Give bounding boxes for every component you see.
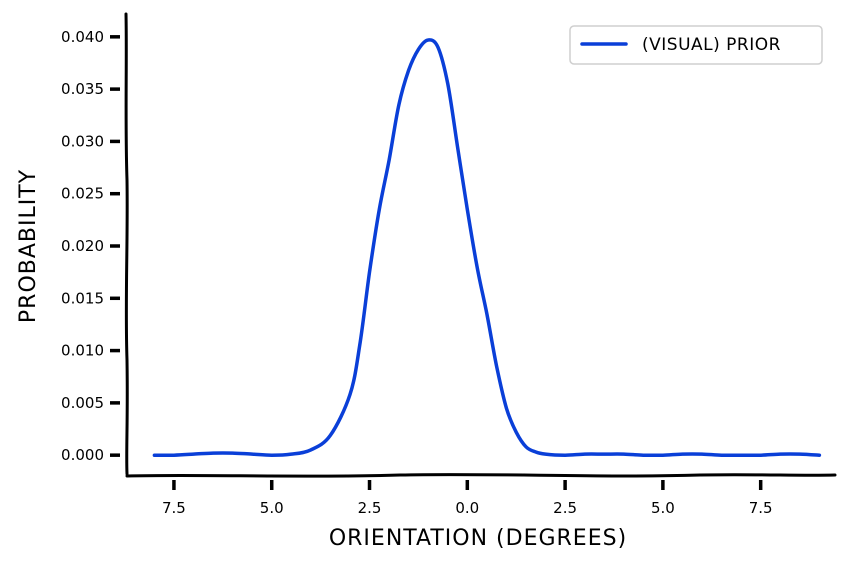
- x-tick-label: 2.5: [553, 499, 577, 517]
- legend: (VISUAL) PRIOR: [569, 25, 823, 65]
- y-tick-label: 0.040: [61, 28, 104, 46]
- x-tick-label: 5.0: [260, 499, 284, 517]
- x-tick-label: 2.5: [358, 499, 382, 517]
- x-axis-line: [125, 473, 837, 478]
- x-axis-title: ORIENTATION (DEGREES): [329, 526, 627, 551]
- y-tick-label: 0.000: [61, 446, 104, 464]
- x-tick-label: 5.0: [651, 499, 675, 517]
- y-axis: 0.000 0.005 0.010 0.015 0.020 0.025 0.030 0.035…: [61, 12, 129, 476]
- series-line: [152, 38, 822, 458]
- x-tick-label: 0.0: [455, 499, 479, 517]
- y-tick-label: 0.015: [61, 289, 104, 307]
- y-axis-line: [124, 12, 129, 476]
- series-layer: [152, 38, 822, 458]
- y-tick-label: 0.035: [61, 80, 104, 98]
- x-tick-label: 7.5: [749, 499, 773, 517]
- legend-box: [569, 25, 823, 65]
- legend-label: (VISUAL) PRIOR: [642, 35, 781, 55]
- y-tick-label: 0.020: [61, 237, 104, 255]
- x-tick-label: 7.5: [162, 499, 186, 517]
- y-tick-label: 0.010: [61, 342, 104, 360]
- y-axis-title: PROBABILITY: [16, 169, 41, 323]
- y-tick-label: 0.030: [61, 132, 104, 150]
- y-tick-label: 0.005: [61, 394, 104, 412]
- x-axis: 7.5 5.0 2.5 0.0 2.5 5.0 7.5: [125, 473, 837, 517]
- y-tick-label: 0.025: [61, 185, 104, 203]
